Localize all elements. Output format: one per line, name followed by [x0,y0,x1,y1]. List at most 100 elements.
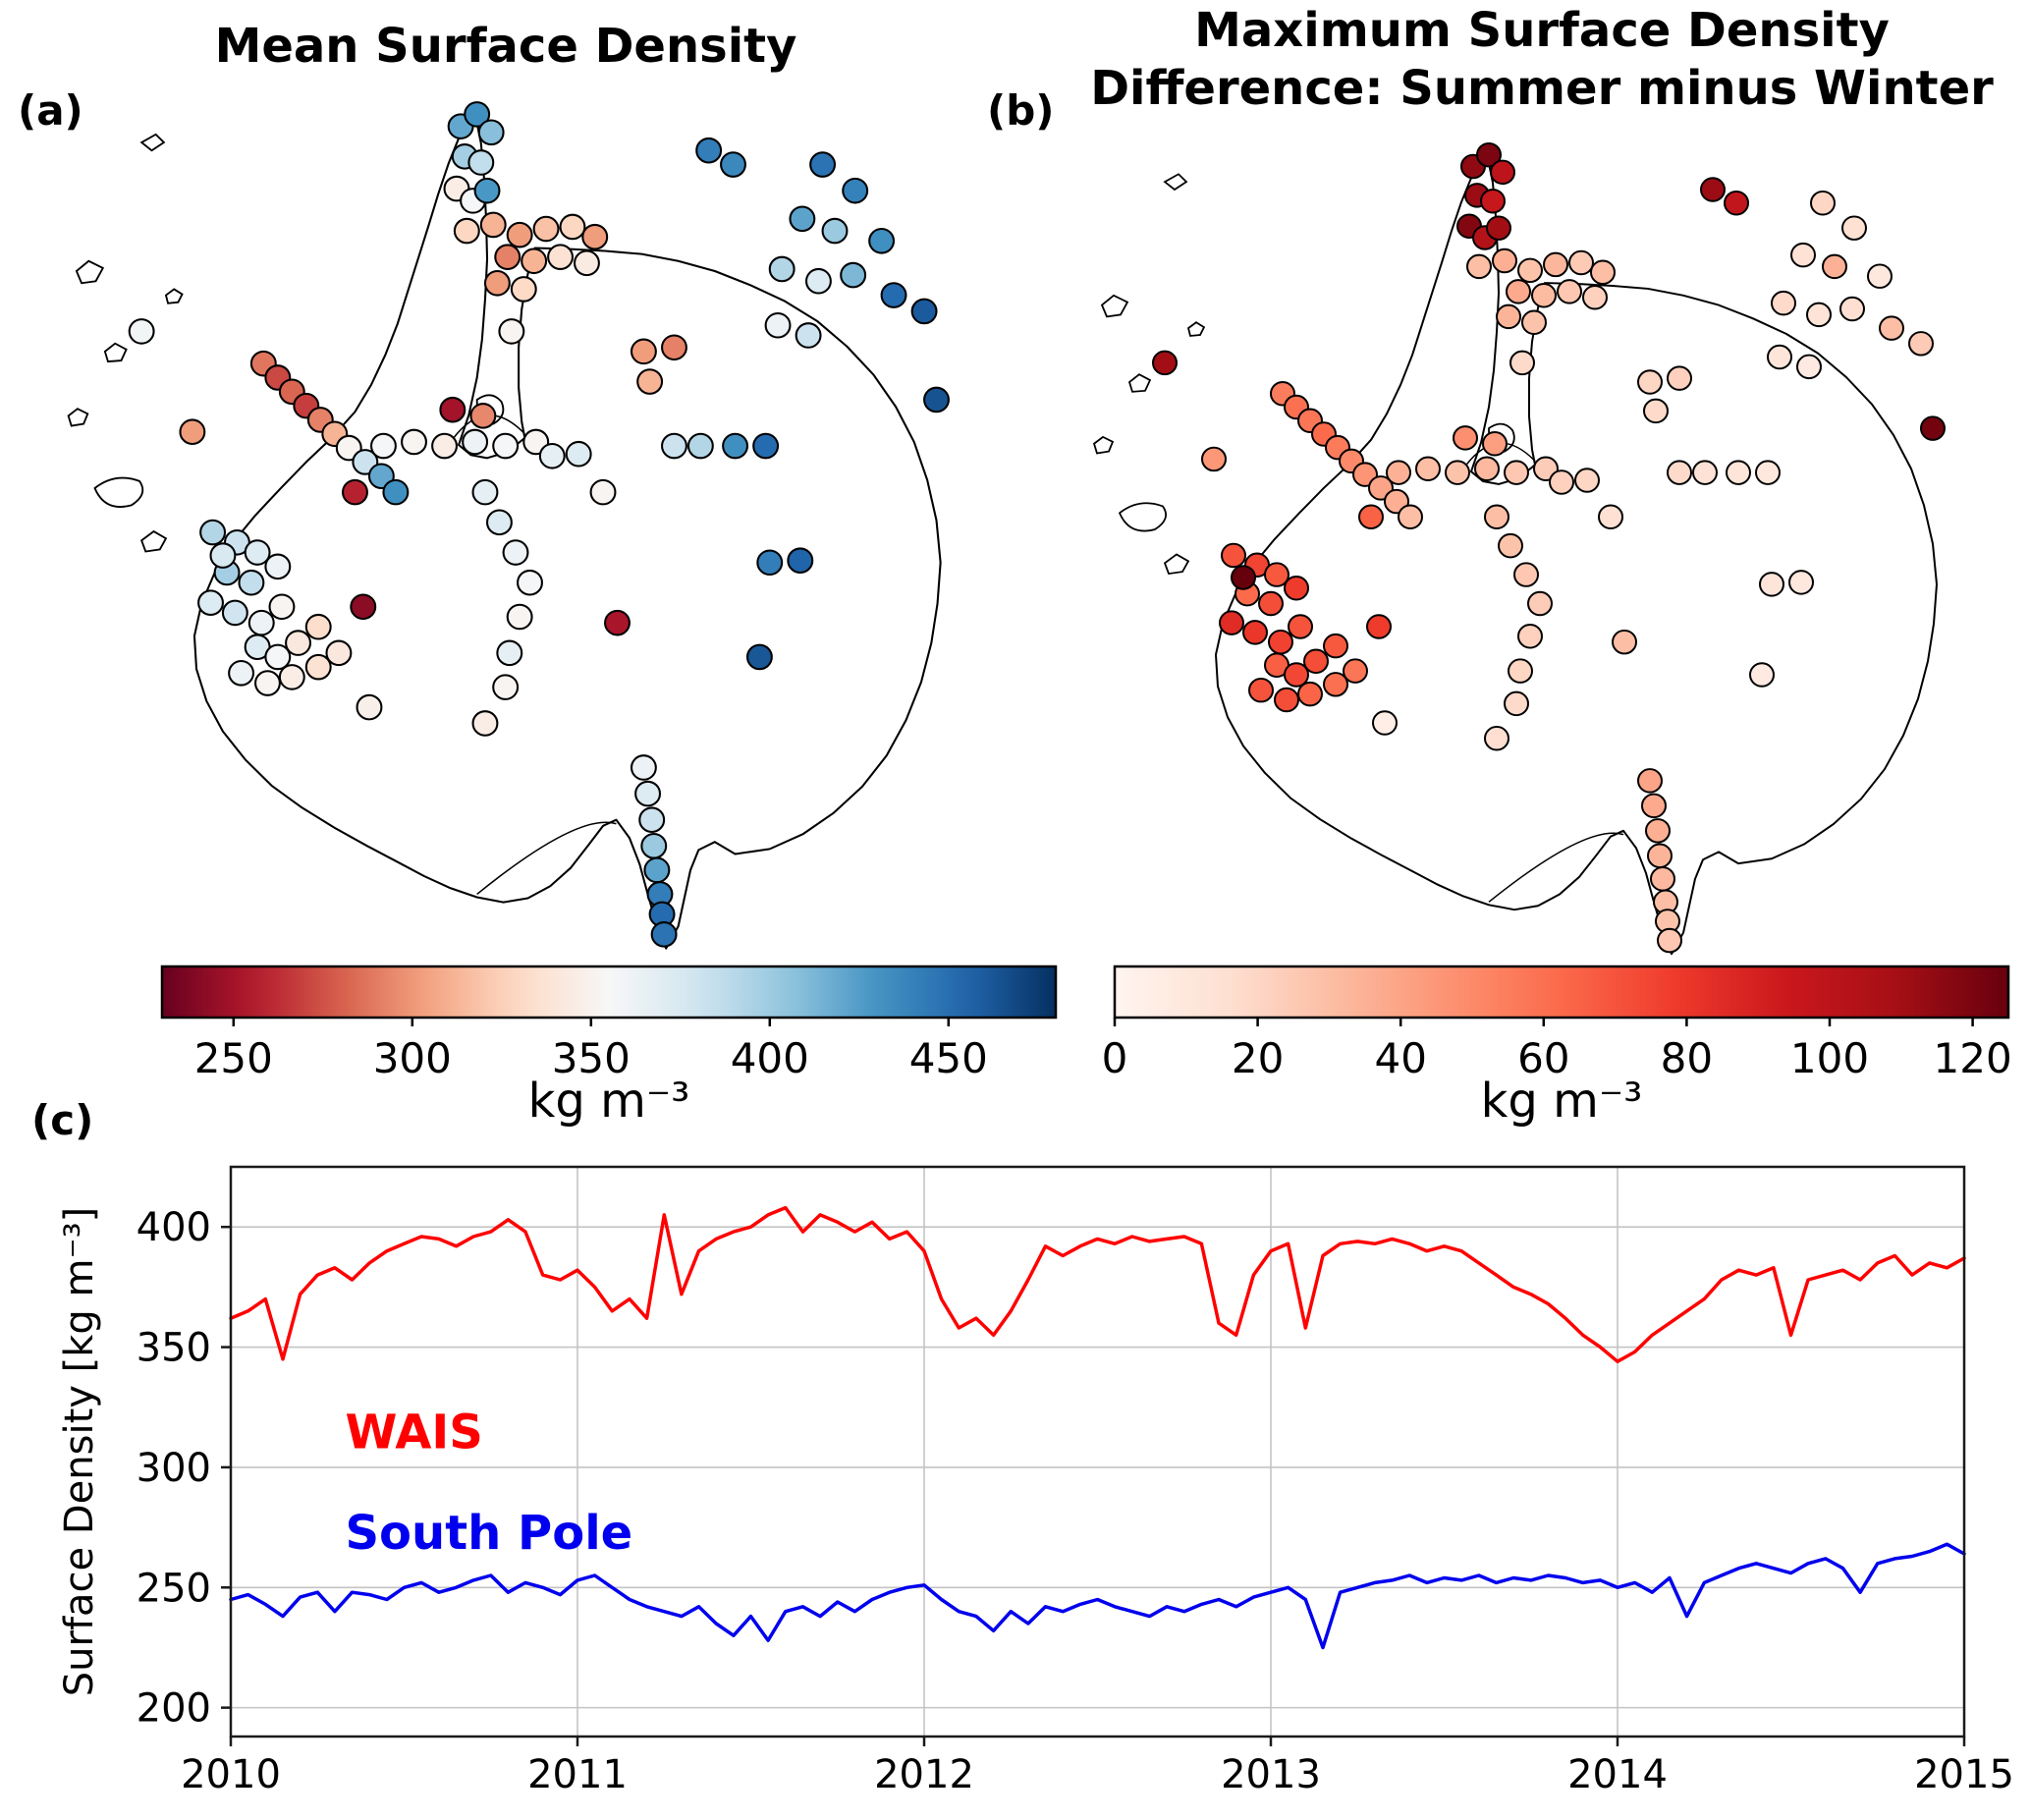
station-dot [1323,633,1348,659]
station-dot [1521,309,1547,335]
station-dot [1517,257,1543,284]
series-label-wais: WAIS [345,1405,482,1460]
station-dot [1486,215,1511,241]
colorbar-tick-label: 120 [1934,1034,2012,1082]
station-dot [479,211,507,239]
x-axis-tick-label: 2014 [1567,1752,1668,1797]
station-dot [1496,303,1521,330]
station-dot [1590,259,1616,286]
station-dot [325,639,353,667]
station-dot [473,177,501,204]
station-dot [1612,629,1637,655]
station-dot [1879,315,1904,341]
island-outline [1163,553,1190,576]
station-dot [880,282,907,308]
station-dot [492,674,520,700]
colorbar-tick-label: 400 [731,1034,809,1082]
station-dot [640,833,668,859]
station-dot [643,856,671,884]
station-dot [1839,296,1865,322]
station-dot [638,806,666,834]
panel-b-label: (b) [987,86,1055,135]
station-dot [756,549,784,577]
station-dot [439,396,466,423]
colorbar-density-difference: 0 20 40 60 80 100 120 [1102,965,2012,1082]
station-dot [1453,425,1478,451]
station-dot [502,539,529,566]
station-dot [1647,843,1673,869]
station-dot [1303,648,1329,675]
map-layer [1092,141,1946,956]
station-dot [1498,532,1523,559]
station-dot [492,432,520,460]
station-dot [494,244,521,270]
station-dot [1466,253,1492,280]
station-dot [840,261,867,289]
station-dot [1767,344,1792,370]
station-dot [604,609,631,636]
station-dot [1790,242,1816,268]
station-dot [1643,398,1669,424]
station-dot [722,432,749,460]
station-dot [268,593,296,621]
station-dot [1700,177,1726,202]
station-dot [1492,248,1517,274]
station-dot [532,215,560,243]
station-dot [650,921,678,948]
station-dot [1219,610,1244,635]
station-dot [565,440,592,468]
island-outline [164,288,184,304]
station-dot [764,311,792,339]
x-axis-tick-label: 2011 [527,1752,628,1797]
station-dot [382,478,410,506]
station-dot [1508,658,1533,684]
station-dot [1372,710,1398,736]
station-dot [768,255,796,283]
colorbar-tick-label: 300 [373,1034,452,1082]
station-dot [804,267,832,295]
station-dot [1822,253,1847,280]
station-dot [228,660,255,687]
station-dot [1480,188,1506,214]
island-outline [139,133,166,152]
y-axis-tick-label: 350 [137,1326,211,1371]
plot-border [229,1165,1966,1738]
colorbar-mean-density: 250 300 350 400 450 [160,965,1058,1082]
ice-shelf-line [476,821,617,896]
station-dot [1645,818,1671,844]
ice-shelf-line [1488,832,1624,903]
station-dot [1557,279,1582,304]
station-dot [1667,365,1692,391]
station-dot [278,664,305,690]
station-dot [521,248,548,275]
station-dot [1242,620,1268,645]
station-dot [1749,662,1775,688]
station-dot [752,432,780,460]
station-dot [199,519,227,546]
station-dot [1297,681,1323,707]
station-dot [686,432,714,460]
map-antarctica-density-difference [1092,141,1946,956]
station-dot [1258,590,1284,617]
station-dot [1527,590,1553,617]
station-dot [285,630,311,656]
station-dot [1343,658,1368,684]
timeseries-chart: 2010 2011 2012 2013 2014 2015 200 250 300 350 400 W… [57,1165,2014,1797]
station-dot [821,217,849,245]
series-line-south-pole [229,1542,1966,1650]
island-outline [1100,294,1129,318]
station-dot [1274,687,1299,713]
map-layer [67,101,950,950]
island-outline [75,259,105,285]
station-dot [630,338,657,365]
island-outline [1163,173,1188,192]
station-dot [517,569,543,596]
station-dot [1398,504,1423,529]
station-dot [247,609,275,636]
station-dot [809,151,837,178]
station-dot [1841,215,1867,241]
station-dot [1771,290,1796,316]
station-dot [128,318,155,345]
colorbar-b-unit-label: kg m⁻³ [1480,1074,1643,1129]
station-dot [1506,279,1531,304]
